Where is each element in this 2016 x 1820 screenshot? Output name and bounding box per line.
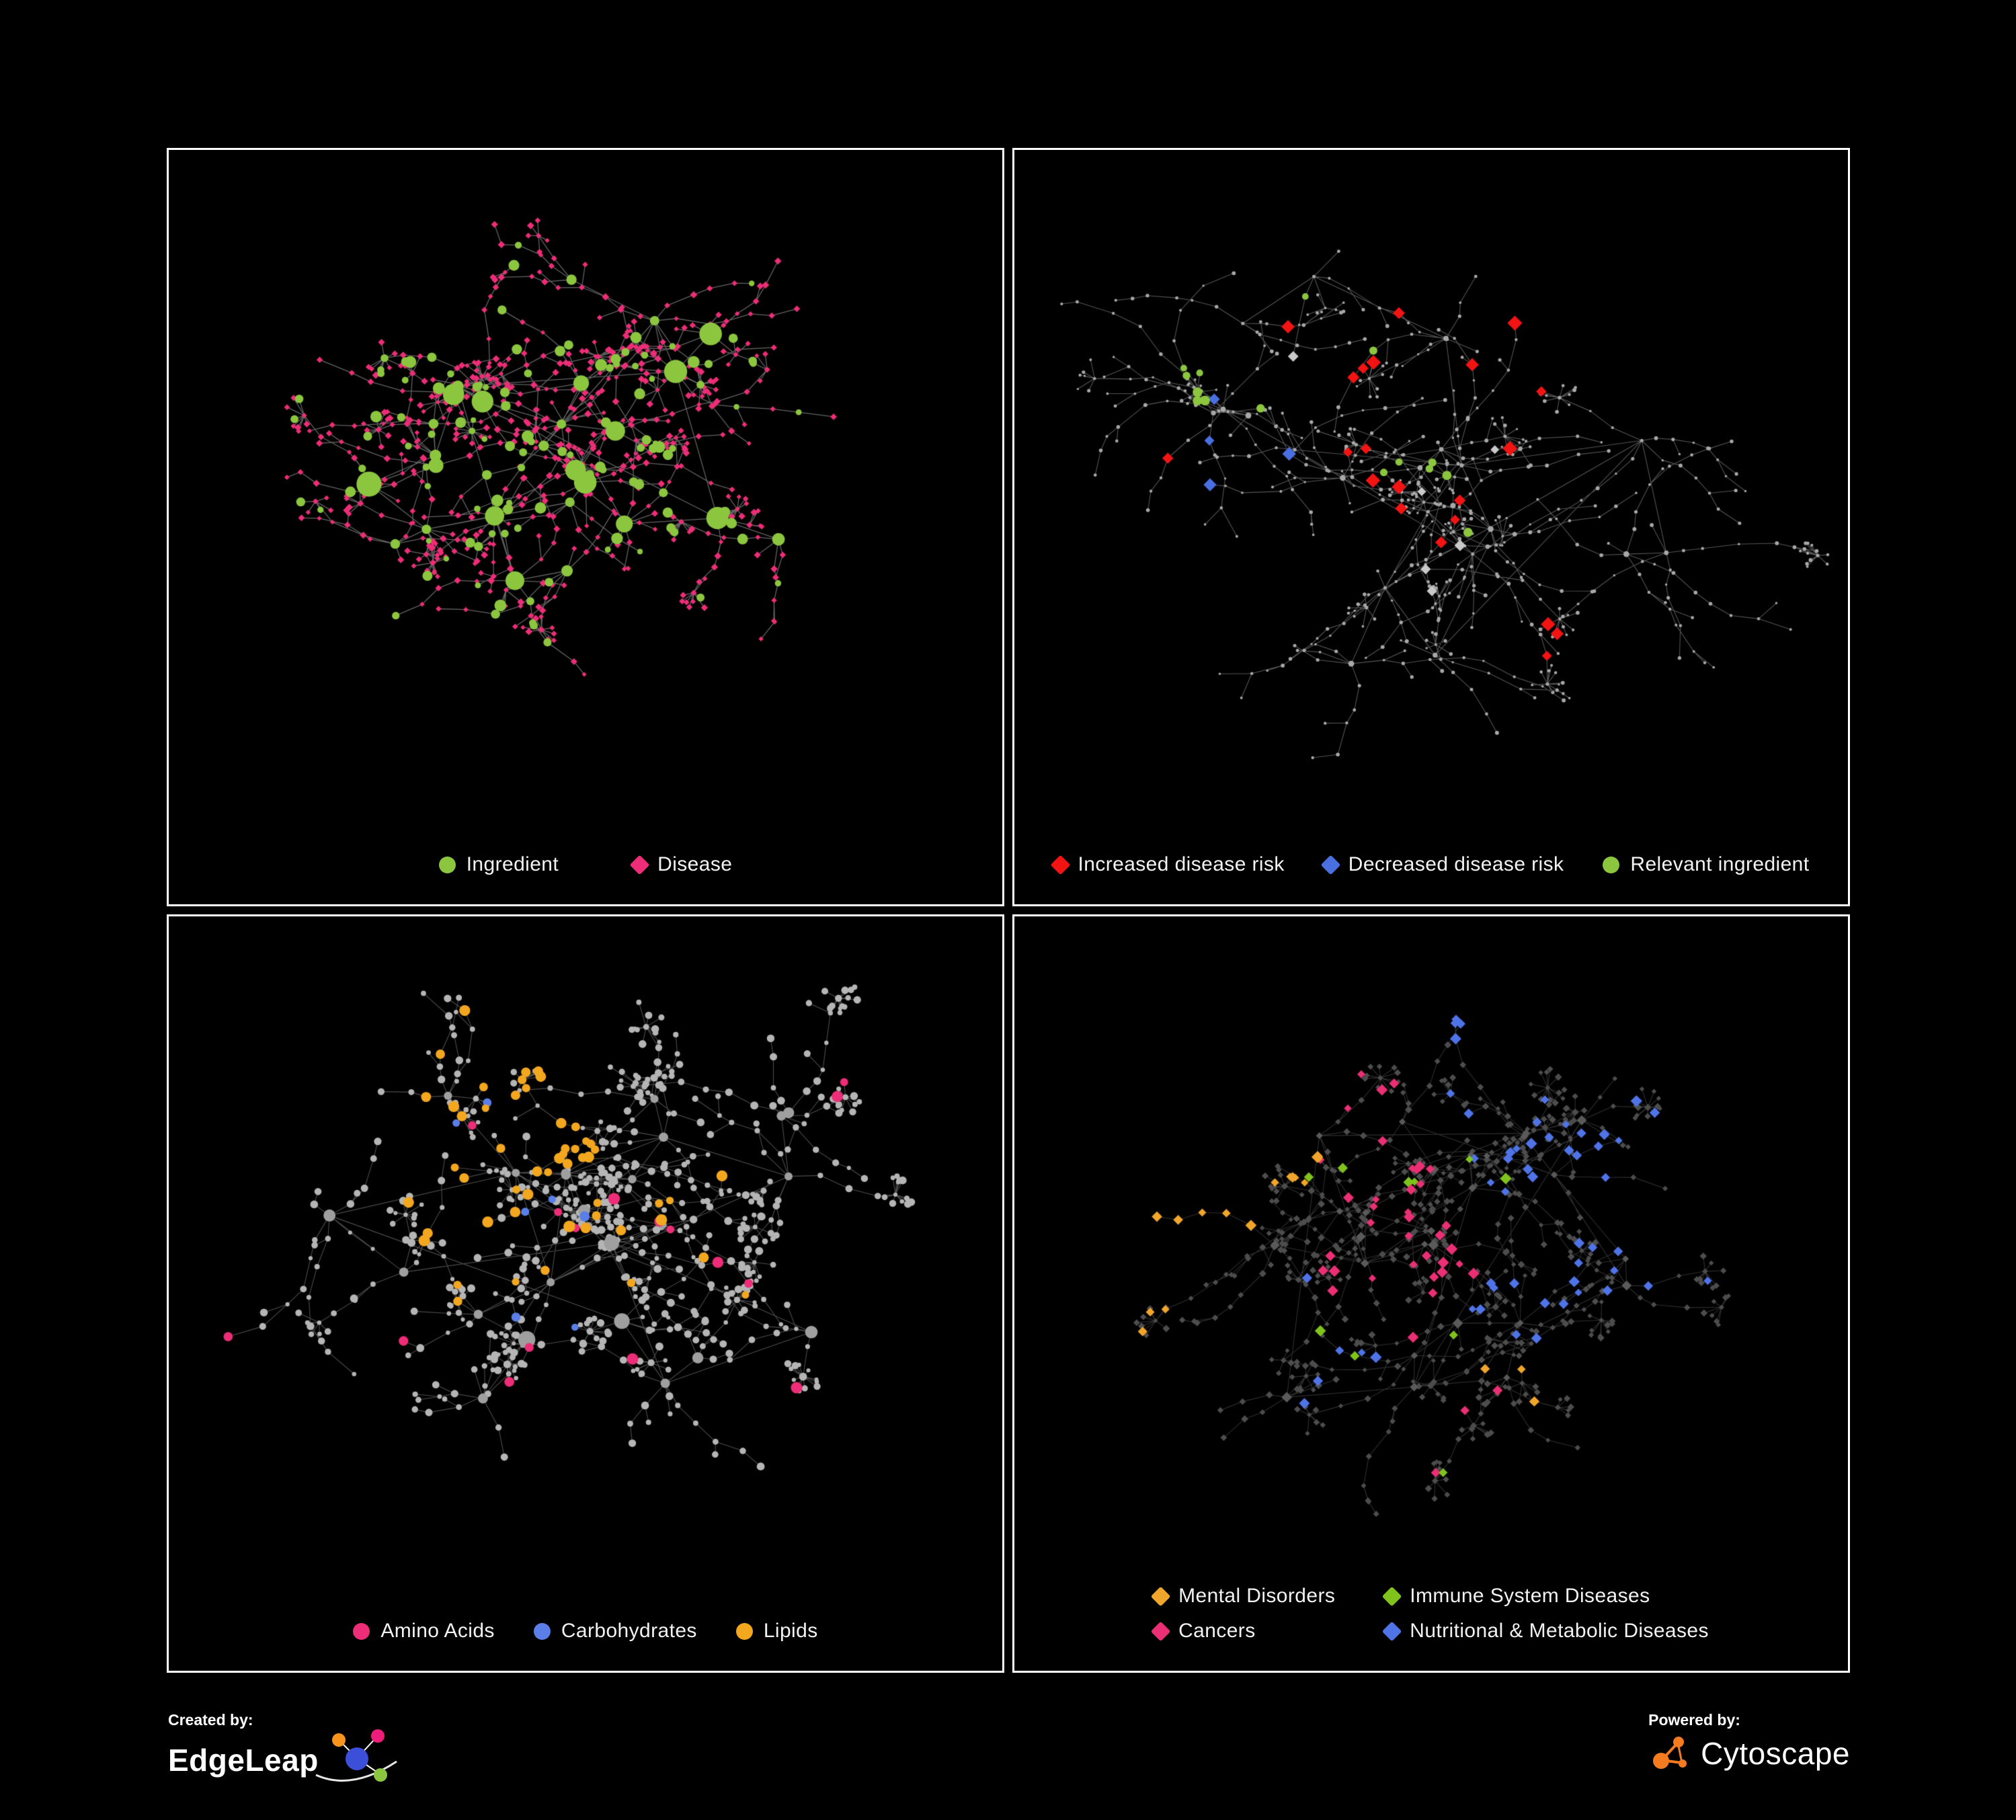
legend-label: Carbohydrates bbox=[561, 1620, 697, 1642]
panel-disease-risk: Increased disease risk Decreased disease … bbox=[1012, 148, 1850, 906]
cytoscape-wordmark: Cytoscape bbox=[1701, 1736, 1850, 1771]
legend-label: Relevant ingredient bbox=[1630, 853, 1810, 875]
legend-label: Immune System Diseases bbox=[1410, 1585, 1650, 1607]
legend-item: Relevant ingredient bbox=[1603, 853, 1809, 876]
ingredient-disease-network-canvas bbox=[169, 150, 1002, 803]
powered-by-label: Powered by: bbox=[1648, 1711, 1740, 1729]
legend-item: Ingredient bbox=[438, 853, 559, 876]
legend-label: Decreased disease risk bbox=[1348, 853, 1564, 875]
circle-swatch-icon bbox=[533, 1622, 551, 1640]
diamond-swatch-icon bbox=[1381, 1621, 1402, 1641]
legend-item: Carbohydrates bbox=[533, 1620, 697, 1643]
nutrient-class-network-canvas bbox=[169, 916, 1002, 1570]
panel-nutrient-classes: Amino Acids Carbohydrates Lipids bbox=[167, 914, 1004, 1673]
diamond-swatch-icon bbox=[1050, 855, 1070, 875]
legend-item: Mental Disorders bbox=[1150, 1585, 1336, 1608]
circle-swatch-icon bbox=[1603, 856, 1620, 873]
legend-label: Nutritional & Metabolic Diseases bbox=[1410, 1620, 1709, 1642]
panel-grid: Ingredient Disease Increased disease risk… bbox=[167, 148, 1850, 1673]
created-by-block: Created by: EdgeLeap bbox=[168, 1711, 402, 1788]
circle-swatch-icon bbox=[735, 1622, 753, 1640]
diamond-swatch-icon bbox=[1150, 1621, 1171, 1641]
diamond-swatch-icon bbox=[1150, 1586, 1171, 1606]
legend-label: Cancers bbox=[1178, 1620, 1256, 1642]
legend: Ingredient Disease bbox=[169, 853, 1002, 876]
legend-item: Amino Acids bbox=[353, 1620, 494, 1643]
legend: Increased disease risk Decreased disease … bbox=[1014, 853, 1848, 876]
legend-item: Lipids bbox=[735, 1620, 818, 1643]
legend-item: Disease bbox=[629, 853, 733, 876]
legend-label: Increased disease risk bbox=[1078, 853, 1285, 875]
diamond-swatch-icon bbox=[629, 855, 650, 875]
legend-item: Immune System Diseases bbox=[1381, 1585, 1650, 1608]
circle-swatch-icon bbox=[438, 856, 456, 873]
created-by-label: Created by: bbox=[168, 1711, 253, 1729]
legend-label: Amino Acids bbox=[380, 1620, 495, 1642]
edgeleap-wordmark: EdgeLeap bbox=[168, 1743, 319, 1778]
cytoscape-logo-icon bbox=[1653, 1737, 1687, 1769]
legend-item: Nutritional & Metabolic Diseases bbox=[1381, 1620, 1709, 1643]
diamond-swatch-icon bbox=[1381, 1586, 1402, 1606]
legend-label: Ingredient bbox=[466, 853, 559, 875]
panel-disease-classes: Mental Disorders Immune System Diseases Ca… bbox=[1012, 914, 1850, 1673]
powered-by-block: Powered by: Cytoscape bbox=[1648, 1711, 1850, 1775]
circle-swatch-icon bbox=[353, 1622, 370, 1640]
disease-class-network-canvas bbox=[1014, 916, 1848, 1570]
legend-item: Increased disease risk bbox=[1050, 853, 1285, 876]
legend-label: Mental Disorders bbox=[1178, 1585, 1336, 1607]
edgeleap-logo-icon bbox=[315, 1729, 397, 1782]
legend-item: Decreased disease risk bbox=[1320, 853, 1564, 876]
legend-item: Cancers bbox=[1150, 1620, 1256, 1643]
disease-risk-network-canvas bbox=[1014, 150, 1848, 803]
legend-label: Lipids bbox=[763, 1620, 818, 1642]
panel-ingredient-disease: Ingredient Disease bbox=[167, 148, 1004, 906]
legend-label: Disease bbox=[657, 853, 733, 875]
legend: Mental Disorders Immune System Diseases Ca… bbox=[1150, 1585, 1709, 1643]
legend: Amino Acids Carbohydrates Lipids bbox=[169, 1620, 1002, 1643]
diamond-swatch-icon bbox=[1320, 855, 1341, 875]
